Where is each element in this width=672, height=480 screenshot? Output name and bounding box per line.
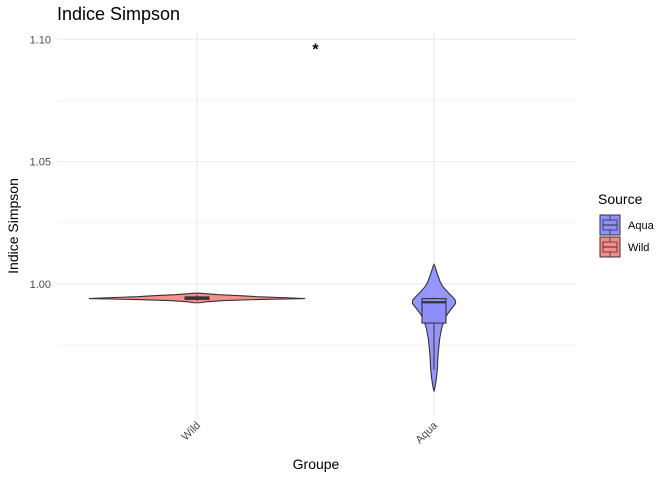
legend-key-wild — [599, 236, 621, 258]
annotations: * — [312, 42, 319, 59]
y-axis-title: Indice Simpson — [5, 178, 21, 274]
y-tick-label: 1.05 — [30, 157, 51, 169]
legend-label-aqua: Aqua — [628, 220, 655, 232]
chart-title: Indice Simpson — [57, 4, 180, 24]
y-tick-label: 1.00 — [30, 279, 51, 291]
legend-key-aqua — [599, 214, 621, 236]
legend-label-wild: Wild — [628, 242, 649, 254]
y-tick-label: 1.10 — [30, 34, 51, 46]
x-tick-labels: Wild Aqua — [180, 419, 441, 446]
x-tick-label: Aqua — [413, 419, 440, 446]
legend-title: Source — [598, 191, 643, 207]
significance-annotation: * — [312, 42, 319, 59]
x-axis-title: Groupe — [293, 456, 340, 472]
violins — [88, 263, 457, 392]
y-tick-labels: 1.00 1.05 1.10 — [30, 34, 51, 291]
grid-minor — [57, 99, 576, 346]
legend: Source Aqua Wild — [598, 191, 655, 258]
x-tick-label: Wild — [180, 420, 204, 444]
grid-major — [57, 32, 576, 416]
